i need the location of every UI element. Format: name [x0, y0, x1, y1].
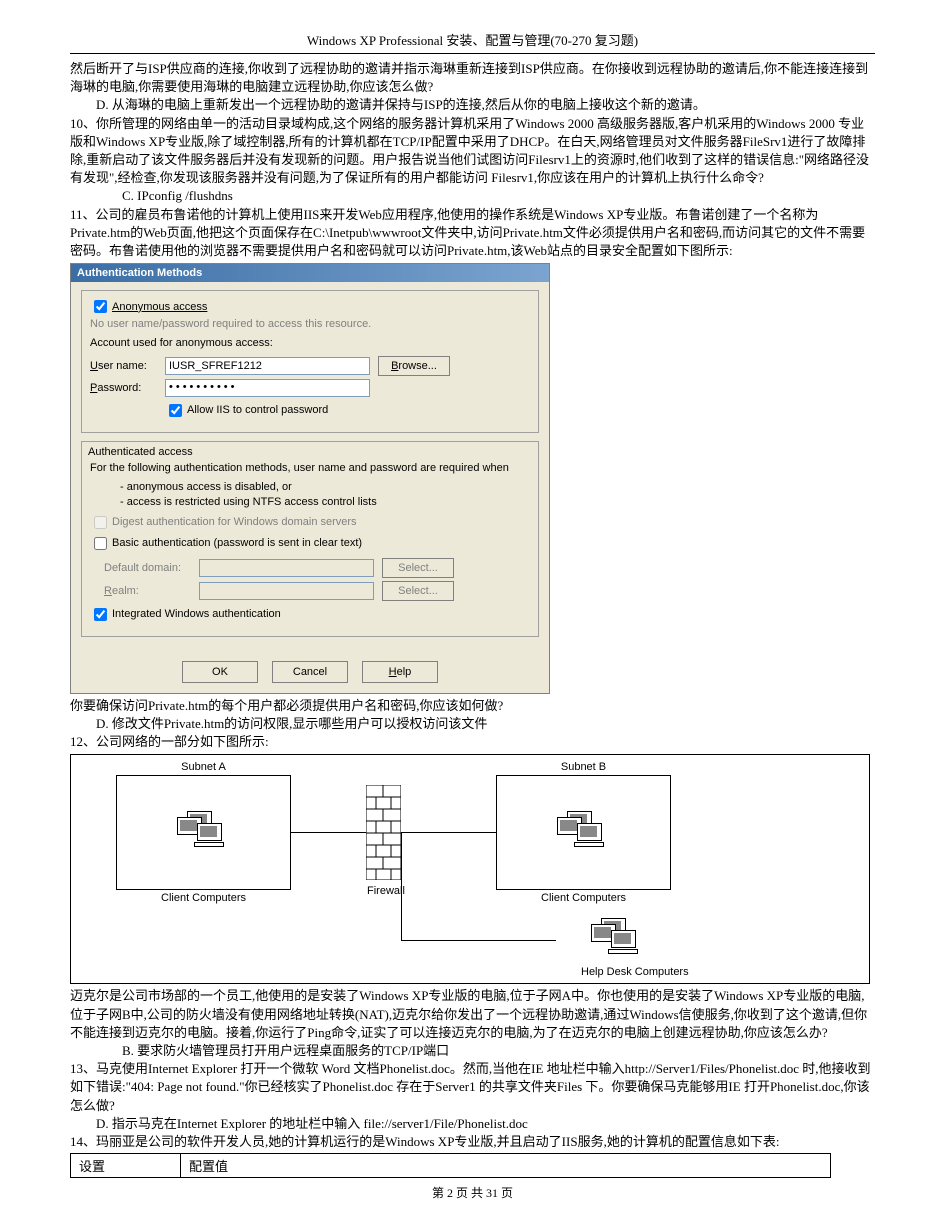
client-b-label: Client Computers	[541, 892, 626, 904]
page-header: Windows XP Professional 安装、配置与管理(70-270 …	[70, 30, 875, 49]
body-text-3: 迈克尔是公司市场部的一个员工,他使用的是安装了Windows XP专业版的电脑,…	[70, 987, 875, 1151]
table-row: 设置 配置值	[71, 1154, 831, 1178]
paragraph-q14: 14、玛丽亚是公司的软件开发人员,她的计算机运行的是Windows XP专业版,…	[70, 1133, 875, 1151]
auth-access-title: Authenticated access	[88, 446, 530, 458]
basic-label: Basic authentication (password is sent i…	[112, 537, 362, 549]
help-button[interactable]: Help	[362, 661, 438, 683]
ok-button[interactable]: OK	[182, 661, 258, 683]
paragraph-q9-cont: 然后断开了与ISP供应商的连接,你收到了远程协助的邀请并指示海琳重新连接到ISP…	[70, 60, 875, 96]
paragraph-q10: 10、你所管理的网络由单一的活动目录域构成,这个网络的服务器计算机采用了Wind…	[70, 115, 875, 188]
username-rest: ser name:	[98, 360, 147, 372]
default-domain-label: Default domain:	[104, 562, 199, 574]
client-computers-b-icon	[557, 811, 605, 853]
dialog-buttons: OK Cancel Help	[71, 653, 549, 693]
realm-input	[199, 582, 374, 600]
anonymous-checkbox[interactable]	[94, 300, 107, 313]
browse-button[interactable]: Browse...	[378, 356, 450, 376]
realm-rest: ealm:	[112, 585, 139, 597]
realm-u: R	[104, 585, 112, 597]
subnet-b-label: Subnet B	[561, 761, 606, 773]
digest-checkbox	[94, 516, 107, 529]
client-computers-a-icon	[177, 811, 225, 853]
dialog-screenshot: Authentication Methods Anonymous access …	[70, 263, 550, 694]
acct-label: Account used for anonymous access:	[90, 337, 530, 351]
paragraph-q11: 11、公司的雇员布鲁诺他的计算机上使用IIS来开发Web应用程序,他使用的操作系…	[70, 206, 875, 261]
realm-label: Realm:	[104, 585, 199, 597]
dialog-titlebar: Authentication Methods	[71, 264, 549, 282]
help-u: H	[389, 666, 397, 678]
header-rule	[70, 53, 875, 54]
anon-note: No user name/password required to access…	[90, 318, 530, 332]
auth-note: For the following authentication methods…	[90, 462, 530, 476]
answer-12b: B. 要求防火墙管理员打开用户远程桌面服务的TCP/IP端口	[70, 1042, 875, 1060]
username-u: U	[90, 360, 98, 372]
wire-a-fw	[291, 832, 366, 833]
username-input[interactable]	[165, 357, 370, 375]
anonymous-group: Anonymous access No user name/password r…	[81, 290, 539, 433]
password-input[interactable]: ••••••••••	[165, 379, 370, 397]
config-table: 设置 配置值	[70, 1153, 831, 1178]
subnet-b-box: Subnet B Client Computers	[496, 775, 671, 890]
auth-bullet2: - access is restricted using NTFS access…	[90, 495, 530, 509]
firewall-label: Firewall	[367, 885, 405, 897]
paragraph-q12: 12、公司网络的一部分如下图所示:	[70, 733, 875, 751]
allow-iis-label: Allow IIS to control password	[187, 404, 328, 416]
document-page: Windows XP Professional 安装、配置与管理(70-270 …	[0, 0, 945, 1221]
answer-11d: D. 修改文件Private.htm的访问权限,显示哪些用户可以授权访问该文件	[70, 715, 875, 733]
password-label: Password:	[90, 382, 165, 394]
basic-checkbox[interactable]	[94, 537, 107, 550]
authenticated-group: Authenticated access For the following a…	[81, 441, 539, 637]
default-domain-input	[199, 559, 374, 577]
answer-13d: D. 指示马克在Internet Explorer 的地址栏中输入 file:/…	[70, 1115, 875, 1133]
network-diagram: Subnet A Client Computers Subnet B Clien…	[70, 754, 870, 984]
help-desk-box: Help Desk Computers	[556, 913, 676, 973]
select-domain-button: Select...	[382, 558, 454, 578]
help-desk-icon	[591, 918, 639, 960]
paragraph-q12b: 迈克尔是公司市场部的一个员工,他使用的是安装了Windows XP专业版的电脑,…	[70, 987, 875, 1042]
anonymous-label-text: Anonymous access	[112, 301, 207, 313]
table-header-value: 配置值	[181, 1154, 831, 1178]
auth-dialog: Authentication Methods Anonymous access …	[70, 263, 550, 694]
auth-bullet1: - anonymous access is disabled, or	[90, 480, 530, 494]
select-realm-button: Select...	[382, 581, 454, 601]
client-a-label: Client Computers	[161, 892, 246, 904]
wire-fw-help-h	[401, 940, 556, 941]
dialog-body: Anonymous access No user name/password r…	[71, 282, 549, 653]
integrated-checkbox[interactable]	[94, 608, 107, 621]
username-label: User name:	[90, 360, 165, 372]
page-footer: 第 2 页 共 31 页	[70, 1184, 875, 1201]
cancel-button[interactable]: Cancel	[272, 661, 348, 683]
integrated-label: Integrated Windows authentication	[112, 608, 281, 620]
answer-10c: C. IPconfig /flushdns	[70, 187, 875, 205]
paragraph-q11b: 你要确保访问Private.htm的每个用户都必须提供用户名和密码,你应该如何做…	[70, 697, 875, 715]
help-desk-label: Help Desk Computers	[581, 966, 651, 978]
table-header-setting: 设置	[71, 1154, 181, 1178]
subnet-a-label: Subnet A	[181, 761, 226, 773]
body-text: 然后断开了与ISP供应商的连接,你收到了远程协助的邀请并指示海琳重新连接到ISP…	[70, 60, 875, 260]
digest-label: Digest authentication for Windows domain…	[112, 516, 357, 528]
allow-iis-checkbox[interactable]	[169, 404, 182, 417]
anonymous-label: Anonymous access	[112, 301, 207, 313]
pw-rest: assword:	[97, 382, 141, 394]
subnet-a-box: Subnet A Client Computers	[116, 775, 291, 890]
wire-fw-help-v	[401, 832, 402, 940]
paragraph-q13: 13、马克使用Internet Explorer 打开一个微软 Word 文档P…	[70, 1060, 875, 1115]
body-text-2: 你要确保访问Private.htm的每个用户都必须提供用户名和密码,你应该如何做…	[70, 697, 875, 752]
wire-fw-b	[401, 832, 496, 833]
answer-9d: D. 从海琳的电脑上重新发出一个远程协助的邀请并保持与ISP的连接,然后从你的电…	[70, 96, 875, 114]
firewall-icon	[366, 785, 401, 880]
